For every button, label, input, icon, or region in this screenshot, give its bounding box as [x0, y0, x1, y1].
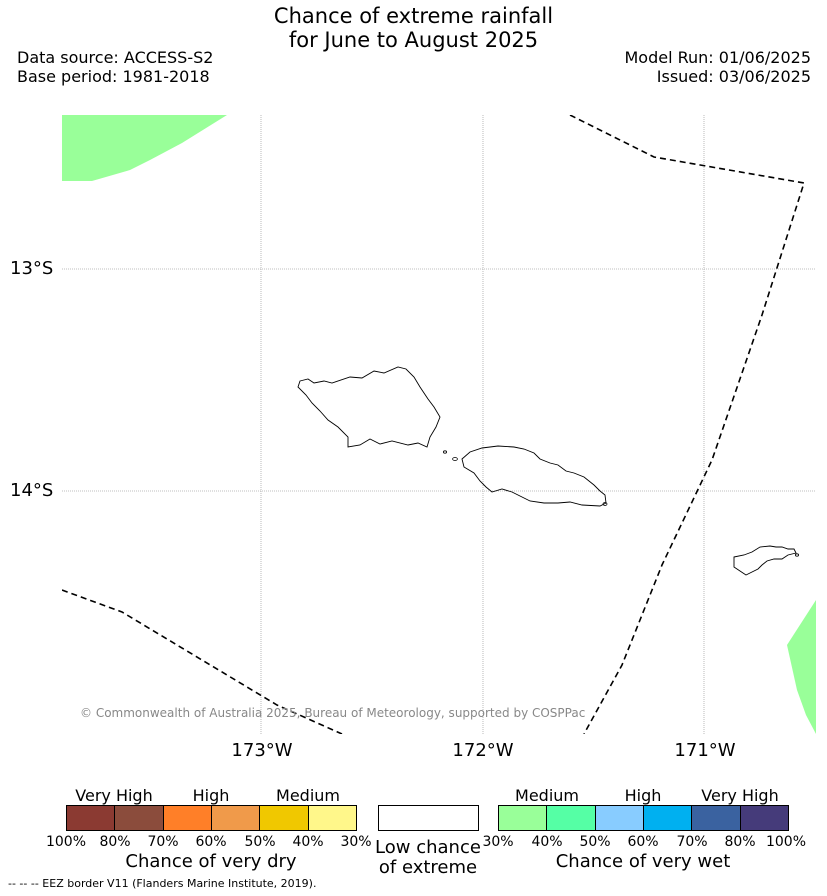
map-title-line2: for June to August 2025: [288, 28, 539, 52]
issued-date: Issued: 03/06/2025: [656, 67, 811, 86]
map-canvas: [62, 115, 816, 734]
wet-swatch-50-60: [595, 806, 644, 830]
dry-swatch-100-80: [67, 806, 116, 830]
island-upolu: [461, 445, 607, 507]
wet-header-high: High: [624, 786, 662, 805]
dry-swatch-60-50: [211, 806, 261, 830]
wet-swatch-40-50: [547, 806, 596, 830]
copyright-text: © Commonwealth of Australia 2025, Bureau…: [80, 706, 586, 720]
island-tutuila: [733, 545, 797, 576]
model-run: Model Run: 01/06/2025: [624, 48, 812, 67]
dry-colorbar: [66, 805, 357, 831]
dry-tick: 50%: [244, 834, 276, 850]
map-panel[interactable]: [62, 115, 816, 734]
data-source: Data source: ACCESS-S2: [17, 48, 214, 67]
dry-header-medium: Medium: [276, 786, 340, 805]
dry-swatch-70-60: [163, 806, 212, 830]
islet-aunuu: [795, 553, 800, 557]
low-chance-label: Low chance of extreme: [375, 838, 481, 878]
base-period: Base period: 1981-2018: [17, 67, 210, 86]
islet-nuutele: [602, 502, 608, 506]
wet-colorbar: [498, 805, 789, 831]
dry-header-high: High: [192, 786, 230, 805]
wet-legend-title: Chance of very wet: [555, 851, 731, 872]
low-chance-line2: of extreme: [378, 857, 478, 878]
dry-tick: 40%: [292, 834, 324, 850]
rainfall-region-northwest: [62, 115, 227, 181]
rainfall-region-southeast: [787, 600, 816, 734]
low-chance-line1: Low chance: [375, 837, 481, 858]
meta-right: Model Run: 01/06/2025 Issued: 03/06/2025: [625, 48, 812, 86]
dry-tick: 30%: [340, 834, 372, 850]
wet-tick: 30%: [482, 834, 514, 850]
dry-swatch-40-30: [308, 806, 356, 830]
dry-tick: 60%: [195, 834, 227, 850]
eez-border: [62, 115, 806, 734]
wet-tick: 60%: [627, 834, 659, 850]
lon-label-171w: 171°W: [674, 740, 736, 761]
wet-swatch-80-100: [740, 806, 788, 830]
meta-left: Data source: ACCESS-S2 Base period: 1981…: [17, 48, 213, 86]
dry-tick: 80%: [99, 834, 131, 850]
dry-legend-title: Chance of very dry: [125, 851, 297, 872]
eez-footnote: -- -- -- EEZ border V11 (Flanders Marine…: [8, 877, 317, 890]
map-title-line1: Chance of extreme rainfall: [273, 4, 554, 28]
lat-label-13s: 13°S: [10, 258, 54, 279]
dry-tick: 100%: [45, 834, 87, 850]
wet-tick: 80%: [724, 834, 756, 850]
gridlines: [62, 115, 816, 734]
wet-tick: 40%: [531, 834, 563, 850]
low-chance-swatch: [378, 805, 479, 831]
wet-tick: 70%: [676, 834, 708, 850]
island-savaii: [297, 366, 441, 448]
dry-header-very-high: Very High: [75, 786, 153, 805]
wet-header-medium: Medium: [515, 786, 579, 805]
lat-label-14s: 14°S: [10, 480, 54, 501]
wet-tick: 50%: [579, 834, 611, 850]
islet-manono: [452, 457, 458, 461]
wet-swatch-70-80: [692, 806, 741, 830]
dry-swatch-80-70: [115, 806, 164, 830]
islet-apolima: [442, 450, 447, 454]
lon-label-172w: 172°W: [452, 740, 514, 761]
wet-tick: 100%: [765, 834, 807, 850]
lon-label-173w: 173°W: [231, 740, 293, 761]
wet-swatch-60-70: [643, 806, 693, 830]
wet-swatch-30-40: [499, 806, 548, 830]
wet-header-very-high: Very High: [701, 786, 779, 805]
dry-tick: 70%: [147, 834, 179, 850]
dry-swatch-50-40: [260, 806, 309, 830]
